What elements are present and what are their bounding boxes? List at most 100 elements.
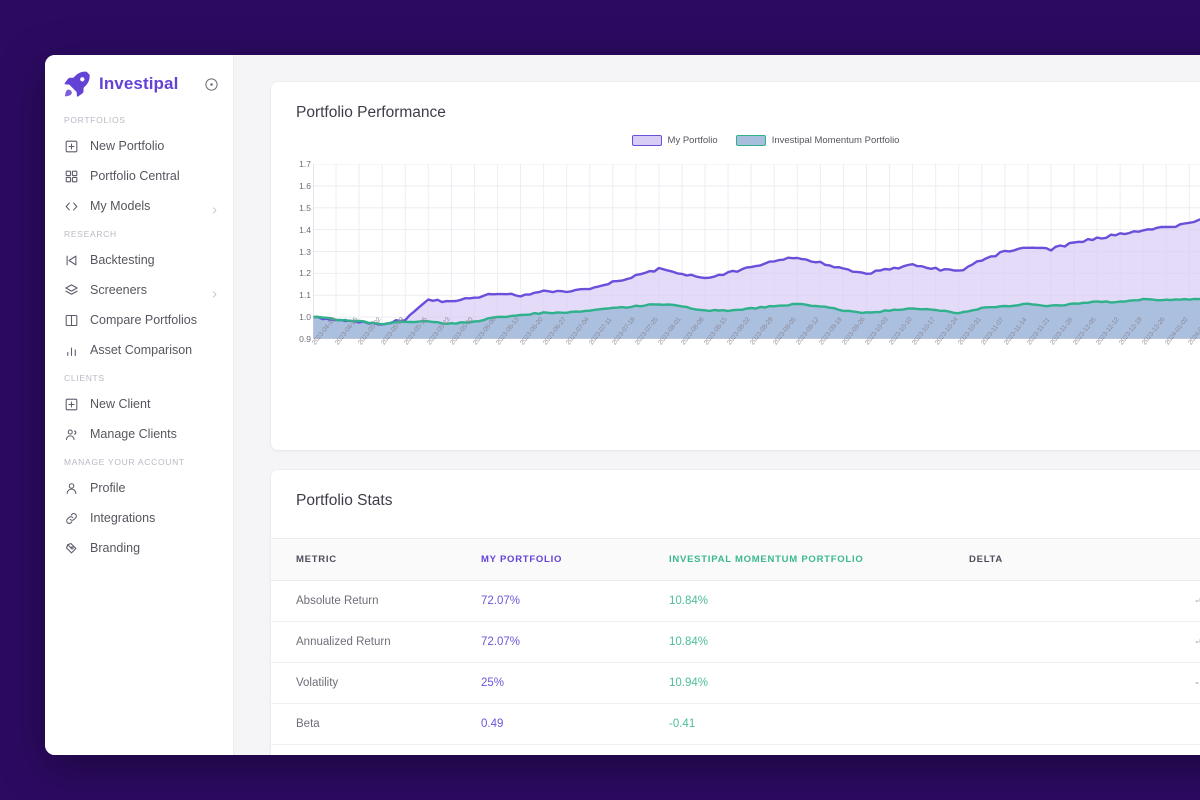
sidebar-item-branding[interactable]: Branding xyxy=(45,533,233,563)
chart-plot xyxy=(313,164,1200,339)
y-tick-label: 1.1 xyxy=(299,290,311,301)
rocket-icon xyxy=(61,69,91,99)
link-icon xyxy=(64,511,79,526)
legend-label: My Portfolio xyxy=(667,135,718,146)
sidebar-item-compare-portfolios[interactable]: Compare Portfolios xyxy=(45,305,233,335)
grid-icon xyxy=(64,169,79,184)
sidebar-item-label: Screeners xyxy=(90,283,147,297)
sidebar-item-new-client[interactable]: New Client xyxy=(45,389,233,419)
sidebar-section-title: PORTFOLIOS xyxy=(64,115,126,125)
cell-metric: Absolute Return xyxy=(271,580,481,622)
legend-item[interactable]: Investipal Momentum Portfolio xyxy=(735,135,900,146)
sidebar-item-label: Integrations xyxy=(90,511,156,525)
cell-investipal-momentum: -0.41 xyxy=(669,703,969,745)
cell-investipal-momentum: 10.94% xyxy=(669,662,969,704)
y-tick-label: 1.3 xyxy=(299,246,311,257)
cell-investipal-momentum: 10.84% xyxy=(669,580,969,622)
sidebar-item-my-models[interactable]: My Models xyxy=(45,191,233,221)
y-tick-label: 1.2 xyxy=(299,268,311,279)
sidebar-item-integrations[interactable]: Integrations xyxy=(45,503,233,533)
columns-icon xyxy=(64,313,79,328)
cell-delta: -61.23% xyxy=(969,621,1200,663)
legend-item[interactable]: My Portfolio xyxy=(631,135,718,146)
cell-investipal-momentum: 0.05 xyxy=(669,744,969,755)
page-title: Portfolio Performance xyxy=(296,104,446,121)
sidebar-item-label: Portfolio Central xyxy=(90,169,180,183)
chevron-right-icon[interactable] xyxy=(210,286,219,298)
legend-label: Investipal Momentum Portfolio xyxy=(771,135,900,146)
y-tick-label: 0.9 xyxy=(299,334,311,344)
legend-swatch xyxy=(735,135,766,146)
bar-chart-icon xyxy=(64,343,79,358)
pen-tool-icon xyxy=(64,541,79,556)
layers-icon xyxy=(64,283,79,298)
sidebar-section-title: CLIENTS xyxy=(64,373,105,383)
cell-metric: Volatility xyxy=(271,662,481,704)
performance-chart: My Portfolio Investipal Momentum Portfoli… xyxy=(271,122,1200,422)
sidebar-item-screeners[interactable]: Screeners xyxy=(45,275,233,305)
sidebar-item-new-portfolio[interactable]: New Portfolio xyxy=(45,131,233,161)
user-icon xyxy=(64,481,79,496)
sidebar-item-manage-clients[interactable]: Manage Clients xyxy=(45,419,233,449)
sidebar-section-title: MANAGE YOUR ACCOUNT xyxy=(64,457,185,467)
table-body: Absolute Return72.07%10.84%-61.23%Annual… xyxy=(271,580,1200,755)
legend-swatch xyxy=(631,135,662,146)
column-header-my-portfolio: MY PORTFOLIO xyxy=(481,538,669,581)
sidebar-item-label: Backtesting xyxy=(90,253,155,267)
users-icon xyxy=(64,427,79,442)
code-brackets-icon xyxy=(64,199,79,214)
main-content: Portfolio Performance My Portfolio Invest… xyxy=(233,55,1200,755)
cell-delta: -0.09 xyxy=(969,744,1200,755)
chevron-right-icon[interactable] xyxy=(210,202,219,214)
cell-metric: Sharpe Ratio xyxy=(271,744,481,755)
sidebar-item-label: My Models xyxy=(90,199,151,213)
cell-investipal-momentum: 10.84% xyxy=(669,621,969,663)
portfolio-stats-card: Portfolio Stats METRIC MY PORTFOLIO INVE… xyxy=(271,470,1200,755)
sidebar-section-title: RESEARCH xyxy=(64,229,117,239)
table-header-row: METRIC MY PORTFOLIO INVESTIPAL MOMENTUM … xyxy=(271,538,1200,581)
sidebar-item-label: Compare Portfolios xyxy=(90,313,197,327)
sidebar-item-asset-comparison[interactable]: Asset Comparison xyxy=(45,335,233,365)
app-window: Investipal PORTFOLIOS New Portfolio Portfo… xyxy=(45,55,1200,755)
chart-legend: My Portfolio Investipal Momentum Portfoli… xyxy=(271,135,1200,146)
y-tick-label: 1.5 xyxy=(299,202,311,213)
sidebar-item-label: Manage Clients xyxy=(90,427,177,441)
sidebar-item-label: Profile xyxy=(90,481,126,495)
sidebar-item-label: New Client xyxy=(90,397,151,411)
skip-back-icon xyxy=(64,253,79,268)
stats-title: Portfolio Stats xyxy=(296,492,393,509)
cell-my-portfolio: 72.07% xyxy=(481,580,669,622)
table-row: Sharpe Ratio0.140.05-0.09 xyxy=(271,744,1200,755)
cell-metric: Beta xyxy=(271,703,481,745)
cell-delta: -14.06% xyxy=(969,662,1200,704)
sidebar-item-backtesting[interactable]: Backtesting xyxy=(45,245,233,275)
brand-header: Investipal xyxy=(45,55,233,107)
sidebar-item-label: New Portfolio xyxy=(90,139,165,153)
cell-delta: -0.9 xyxy=(969,703,1200,745)
sidebar-item-label: Asset Comparison xyxy=(90,343,193,357)
sidebar-item-profile[interactable]: Profile xyxy=(45,473,233,503)
cell-my-portfolio: 0.49 xyxy=(481,703,669,745)
y-tick-label: 1.0 xyxy=(299,312,311,323)
plus-square-icon xyxy=(64,139,79,154)
sidebar-nav: PORTFOLIOS New Portfolio Portfolio Central… xyxy=(45,107,233,563)
plus-square-icon xyxy=(64,397,79,412)
y-tick-label: 1.7 xyxy=(299,159,311,169)
sidebar-item-portfolio-central[interactable]: Portfolio Central xyxy=(45,161,233,191)
portfolio-performance-card: Portfolio Performance My Portfolio Invest… xyxy=(271,82,1200,450)
cell-delta: -61.23% xyxy=(969,580,1200,622)
cell-my-portfolio: 0.14 xyxy=(481,744,669,755)
y-tick-label: 1.4 xyxy=(299,224,311,235)
y-axis-labels: 0.9 1.0 1.1 1.2 1.3 1.4 1.5 1.6 1.7 xyxy=(285,159,311,344)
sidebar: Investipal PORTFOLIOS New Portfolio Portfo… xyxy=(45,55,233,755)
cell-metric: Annualized Return xyxy=(271,621,481,663)
brand-name: Investipal xyxy=(99,74,179,93)
column-header-investipal-momentum: INVESTIPAL MOMENTUM PORTFOLIO xyxy=(669,538,969,581)
circle-dot-icon[interactable] xyxy=(204,77,219,92)
portfolio-stats-table: METRIC MY PORTFOLIO INVESTIPAL MOMENTUM … xyxy=(271,538,1200,755)
cell-my-portfolio: 25% xyxy=(481,662,669,704)
